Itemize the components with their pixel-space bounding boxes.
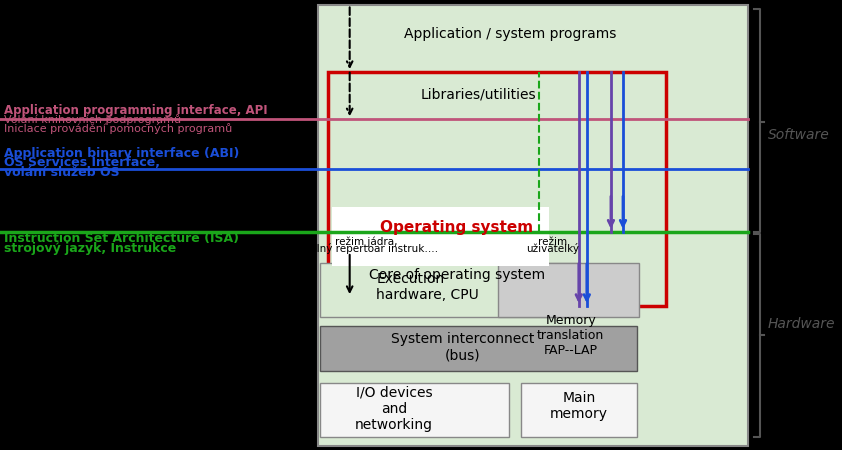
Text: volání služeb OS: volání služeb OS <box>4 166 120 179</box>
Text: Application binary interface (ABI): Application binary interface (ABI) <box>4 147 239 159</box>
Text: Instruction Set Architecture (ISA): Instruction Set Architecture (ISA) <box>4 232 239 245</box>
Text: Execution
hardware, CPU: Execution hardware, CPU <box>376 272 479 302</box>
FancyBboxPatch shape <box>320 326 637 371</box>
Text: Hardware: Hardware <box>768 317 835 331</box>
FancyBboxPatch shape <box>320 382 509 436</box>
Text: I/O devices
and
networking: I/O devices and networking <box>354 385 433 432</box>
Text: uživatelký: uživatelký <box>526 243 579 254</box>
FancyBboxPatch shape <box>328 72 665 306</box>
Text: Core of operating system: Core of operating system <box>369 267 545 282</box>
FancyBboxPatch shape <box>317 4 748 446</box>
Text: úplolný repertoar instruk….: úplolný repertoar instruk…. <box>294 243 438 254</box>
Text: strojový jazyk, Instrukce: strojový jazyk, Instrukce <box>4 242 176 255</box>
Text: Volání knihovních podprogramů: Volání knihovních podprogramů <box>4 114 181 125</box>
Text: Software: Software <box>768 128 829 142</box>
Text: Application programming interface, API: Application programming interface, API <box>4 104 268 117</box>
Text: režim jádra,: režim jádra, <box>334 237 397 248</box>
FancyBboxPatch shape <box>320 263 581 317</box>
Text: Memory
translation
FAP--LAP: Memory translation FAP--LAP <box>537 314 605 357</box>
FancyBboxPatch shape <box>521 382 637 436</box>
Text: Iniclace provádění pomocných programů: Iniclace provádění pomocných programů <box>4 123 232 134</box>
FancyBboxPatch shape <box>498 263 639 317</box>
Text: režim: režim <box>539 237 568 247</box>
Text: Main
memory: Main memory <box>550 391 608 422</box>
Text: Application / system programs: Application / system programs <box>404 27 616 41</box>
Text: Libraries/utilities: Libraries/utilities <box>420 87 536 102</box>
Text: OS Services Interface,: OS Services Interface, <box>4 157 160 169</box>
FancyBboxPatch shape <box>332 207 549 266</box>
Text: Operating system: Operating system <box>380 220 533 235</box>
Text: System interconnect
(bus): System interconnect (bus) <box>391 332 534 363</box>
